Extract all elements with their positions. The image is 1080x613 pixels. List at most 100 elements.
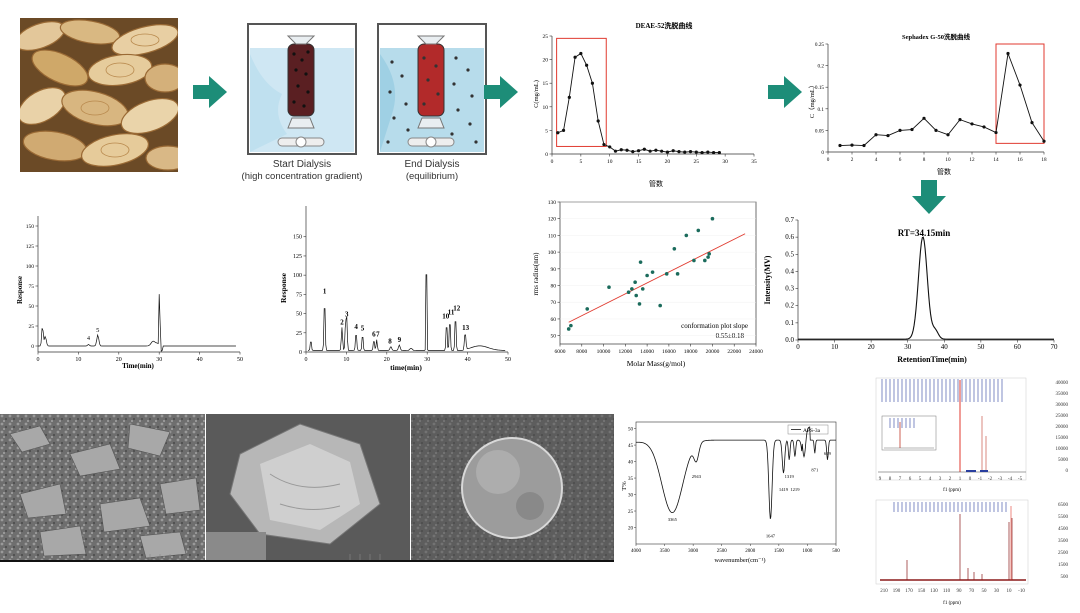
x-axis-label: f1 (ppm) <box>943 488 961 493</box>
y-tick-label: 35000 <box>1056 392 1069 397</box>
peak-label: 1319 <box>785 474 795 479</box>
x-tick-label: 16 <box>1017 157 1023 163</box>
y-tick-label: 100 <box>26 264 35 270</box>
y-tick-label: 75 <box>29 284 35 290</box>
data-point <box>946 133 950 137</box>
data-point <box>706 150 710 154</box>
y-tick-label: 0 <box>299 350 302 356</box>
peak-label: 649 <box>824 451 832 456</box>
y-tick-label: 1500 <box>1058 563 1069 568</box>
chromatogram-trace <box>37 294 236 352</box>
x-tick-label: 6 <box>909 477 912 482</box>
data-point <box>688 150 693 154</box>
y-tick-label: 20 <box>628 527 634 532</box>
x-tick-label: 10 <box>1007 589 1013 594</box>
x-tick-label: 35 <box>751 159 757 165</box>
data-point <box>717 150 721 155</box>
x-tick-label: 0 <box>796 343 800 351</box>
data-point <box>590 81 594 85</box>
x-tick-label: 9 <box>879 477 882 482</box>
peak-label: 5 <box>361 325 365 333</box>
data-point <box>665 150 670 154</box>
peak-label: 9 <box>398 336 402 344</box>
end-beaker <box>377 23 487 155</box>
end-dialysis-label: End Dialysis <box>404 159 459 170</box>
data-point <box>556 131 560 135</box>
x-tick-label: 40 <box>197 357 203 363</box>
y-axis-label: C（mg/mL） <box>808 82 816 118</box>
x-tick-label: 10 <box>607 159 613 165</box>
peak-label: 7 <box>376 331 380 339</box>
x-tick-label: 3500 <box>660 549 671 554</box>
data-point <box>664 272 669 276</box>
x-tick-label: 1 <box>959 477 962 482</box>
data-point <box>658 303 662 308</box>
plot-frame <box>635 421 837 545</box>
peak-label: 4 <box>354 323 358 331</box>
x-tick-label: -5 <box>1018 477 1023 482</box>
x-tick-label: 5 <box>919 477 922 482</box>
data-point <box>602 142 606 147</box>
slope-value: 0.55±0.18 <box>716 332 745 340</box>
sem-image-1 <box>0 414 205 560</box>
data-point <box>1018 83 1022 87</box>
x-tick-label: 18 <box>1041 157 1047 163</box>
data-point <box>672 246 677 251</box>
flow-arrow-right <box>768 76 804 113</box>
data-point <box>613 149 618 153</box>
nmr-13c-spectrum: 210 190 170 150 130 110 90 70 50 30 10 -10 6500 5500… <box>870 498 1070 608</box>
peak-label: 1 <box>323 288 327 296</box>
y-tick-label: 0.4 <box>785 267 794 275</box>
chart-title: Sephadex G-50洗脱曲线 <box>902 32 971 41</box>
root-slices-photo <box>14 18 191 172</box>
x-tick-label: 150 <box>918 589 926 594</box>
x-tick-label: 7 <box>899 477 902 482</box>
series-line <box>557 52 720 154</box>
y-tick-label: 4500 <box>1058 527 1069 532</box>
x-tick-label: 20 <box>868 343 876 351</box>
x-axis-label: Molar Mass(g/mol) <box>627 359 686 368</box>
data-point <box>700 150 704 155</box>
peak-label: 12 <box>453 305 461 313</box>
y-tick-label: 0 <box>31 344 34 350</box>
x-tick-label: 20 <box>384 357 390 363</box>
y-tick-label: 10 <box>543 105 549 111</box>
data-point <box>684 233 689 238</box>
x-tick-label: 30 <box>904 343 912 351</box>
data-point <box>645 273 649 278</box>
data-point <box>642 147 646 151</box>
y-tick-label: 0.6 <box>785 233 794 241</box>
y-tick-label: 25 <box>628 510 634 515</box>
x-tick-label: 4 <box>875 157 878 163</box>
x-tick-label: 70 <box>969 589 975 594</box>
y-tick-label: 0.1 <box>818 107 825 113</box>
flow-arrow-down <box>912 180 946 221</box>
ftir-trace <box>635 426 836 519</box>
y-tick-label: 3500 <box>1058 539 1069 544</box>
y-tick-label: 15000 <box>1056 436 1069 441</box>
y-axis-label: C(mg/mL) <box>533 80 540 108</box>
data-point <box>838 143 842 148</box>
y-tick-label: 80 <box>551 284 557 290</box>
fit-line <box>568 233 746 323</box>
x-tick-label: 3000 <box>688 549 699 554</box>
y-tick-label: 100 <box>548 250 557 256</box>
y-tick-label: 5 <box>545 128 548 134</box>
x-tick-label: 2000 <box>745 549 756 554</box>
x-tick-label: 30 <box>994 589 1000 594</box>
data-point <box>630 287 634 291</box>
y-tick-label: 45 <box>628 444 634 449</box>
x-tick-label: 170 <box>905 589 913 594</box>
y-tick-label: 0.25 <box>815 42 824 48</box>
x-tick-label: 190 <box>893 589 901 594</box>
y-tick-label: 25 <box>543 34 549 40</box>
data-point <box>631 150 635 154</box>
x-tick-label: 2 <box>851 157 854 163</box>
highlight-box <box>995 43 1045 144</box>
x-tick-label: 16000 <box>662 349 676 355</box>
y-tick-label: 35 <box>628 477 634 482</box>
data-point <box>637 302 642 306</box>
y-tick-label: 0.3 <box>785 285 794 293</box>
data-point <box>970 122 974 126</box>
y-tick-label: 50 <box>628 428 634 433</box>
